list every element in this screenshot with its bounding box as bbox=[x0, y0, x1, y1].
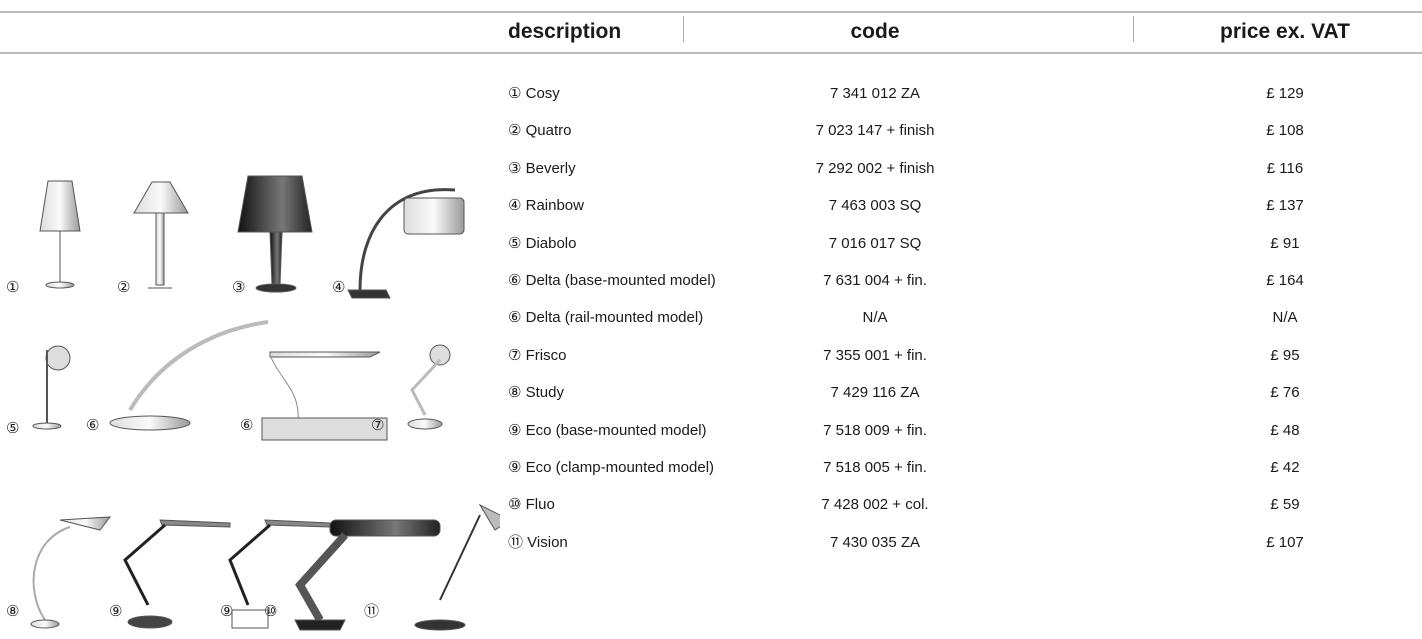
lamp-label: ⑨ bbox=[220, 602, 233, 620]
lamp-label: ① bbox=[6, 278, 19, 296]
table-cell: N/A bbox=[862, 309, 888, 327]
divider bbox=[1133, 16, 1134, 42]
header-cell: price ex. VAT bbox=[1220, 20, 1350, 43]
table-cell: £ 164 bbox=[1266, 272, 1304, 289]
table-cell: ⑩ Fluo bbox=[508, 496, 555, 514]
table-cell: 7 341 012 ZA bbox=[829, 85, 921, 102]
top-rule bbox=[0, 11, 1422, 13]
lamp-label: ⑥ bbox=[240, 416, 253, 434]
table-cell: £ 59 bbox=[1270, 496, 1300, 514]
table-cell: ② Quatro bbox=[508, 122, 572, 140]
header-rule bbox=[0, 52, 1422, 54]
lamp-label: ⑦ bbox=[371, 416, 384, 434]
table-cell: ⑤ Diabolo bbox=[508, 234, 577, 252]
table-cell: 7 430 035 ZA bbox=[829, 533, 921, 551]
table-cell: ④ Rainbow bbox=[508, 197, 584, 215]
table-cell: £ 91 bbox=[1270, 234, 1300, 252]
table-cell: 7 518 009 + fin. bbox=[823, 421, 927, 439]
table-cell: 7 429 116 ZA bbox=[830, 384, 920, 402]
table-cell: £ 76 bbox=[1270, 384, 1300, 402]
table-cell: 7 463 003 SQ bbox=[828, 197, 922, 215]
lamp-label: ⑨ bbox=[109, 602, 122, 620]
lamp-illustrations: ① ② ③ ④ ⑤ ⑥ ⑥ ⑦ ⑧ ⑨ ⑨ ⑩ ⑪ bbox=[6, 175, 500, 631]
header-cell: code bbox=[850, 20, 900, 43]
table-cell: £ 108 bbox=[1266, 122, 1304, 140]
lamp-label: ⑪ bbox=[364, 602, 379, 620]
table-cell: 7 292 002 + finish bbox=[815, 159, 935, 177]
table-cell: £ 42 bbox=[1270, 459, 1300, 476]
table-cell: ③ Beverly bbox=[508, 159, 576, 177]
table-cell: 7 023 147 + finish bbox=[815, 122, 935, 140]
table-cell: £ 129 bbox=[1266, 85, 1304, 102]
lamp-label: ② bbox=[117, 278, 130, 296]
table-cell: ⑨ Eco (base-mounted model) bbox=[508, 421, 707, 439]
table-cell: 7 631 004 + fin. bbox=[823, 272, 927, 289]
lamp-label: ⑩ bbox=[264, 602, 277, 620]
table-cell: £ 95 bbox=[1270, 346, 1300, 364]
divider bbox=[683, 16, 684, 42]
table-cell: N/A bbox=[1272, 309, 1298, 327]
table-cell: ⑥ Delta (rail-mounted model) bbox=[508, 309, 704, 327]
table-cell: ⑧ Study bbox=[508, 384, 564, 402]
table-cell: ⑦ Frisco bbox=[508, 346, 567, 364]
lamp-label: ③ bbox=[232, 278, 245, 296]
table-cell: £ 137 bbox=[1266, 197, 1304, 215]
lamp-label: ④ bbox=[332, 278, 345, 296]
table-cell: £ 107 bbox=[1266, 533, 1304, 551]
table-cell: ⑨ Eco (clamp-mounted model) bbox=[508, 459, 715, 476]
table-cell: ① Cosy bbox=[508, 85, 560, 102]
lamp-label: ⑥ bbox=[86, 416, 99, 434]
table-cell: 7 428 002 + col. bbox=[821, 496, 929, 514]
table-cell: 7 355 001 + fin. bbox=[823, 346, 927, 364]
header-cell: description bbox=[508, 20, 622, 43]
table-cell: 7 016 017 SQ bbox=[828, 234, 922, 252]
table-cell: ⑥ Delta (base-mounted model) bbox=[508, 272, 716, 289]
table-cell: ⑪ Vision bbox=[508, 533, 568, 551]
lamp-label: ⑤ bbox=[6, 419, 19, 437]
table-cell: 7 518 005 + fin. bbox=[823, 459, 927, 476]
table-cell: £ 48 bbox=[1270, 421, 1300, 439]
table-cell: £ 116 bbox=[1266, 159, 1304, 177]
lamp-label: ⑧ bbox=[6, 602, 19, 620]
